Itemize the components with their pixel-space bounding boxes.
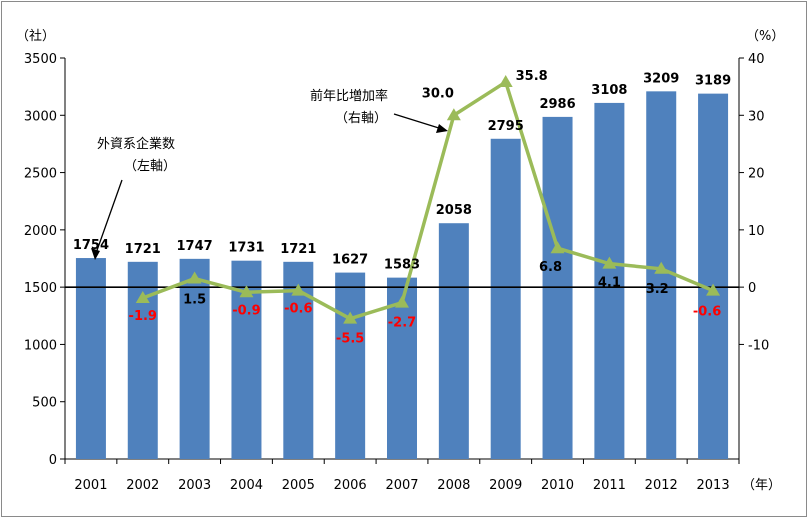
rate-marker-2009 [498, 75, 513, 88]
rate-value-label: 1.5 [183, 293, 206, 308]
rate-annotation-arrow [393, 113, 443, 130]
left-tick-label: 0 [49, 453, 57, 468]
rate-marker-2007 [395, 295, 409, 308]
bar-2013 [698, 93, 729, 459]
bar-2006 [335, 272, 366, 459]
left-tick-label: 3500 [24, 52, 57, 67]
bar-value-label: 2795 [488, 119, 524, 134]
left-tick-label: 3000 [24, 109, 57, 124]
left-axis-unit: （社） [16, 28, 55, 44]
left-tick-label: 500 [32, 396, 57, 411]
rate-marker-2005 [291, 283, 306, 296]
rate-annotation-arrowhead [436, 124, 448, 133]
rate-marker-2004 [239, 285, 254, 298]
rate-value-label: -0.9 [232, 303, 260, 318]
x-tick-label: 2001 [74, 478, 107, 493]
x-tick-label: 2005 [282, 478, 315, 493]
bars-annotation-arrowhead [91, 248, 100, 260]
rate-value-label: -0.6 [693, 305, 721, 320]
rate-marker-2003 [187, 271, 202, 284]
bar-2007 [387, 277, 417, 459]
rate-value-label: 30.0 [422, 86, 454, 101]
bars-annotation-title: 外資系企業数 [97, 136, 175, 152]
bar-2008 [438, 223, 469, 459]
axes-layer: 0 500 1000 1500 2000 2500 3000 3500 -10 0 10 20 30 40… [24, 52, 769, 493]
x-tick-label: 2004 [230, 478, 263, 493]
bar-value-label: 3108 [591, 83, 627, 98]
right-tick-label: 30 [748, 109, 765, 124]
x-tick-label: 2012 [645, 478, 678, 493]
rate-value-label: 6.8 [539, 260, 562, 275]
rate-annotation-axis: （右軸） [335, 111, 387, 126]
x-tick-label: 2009 [489, 478, 522, 493]
rate-marker-2006 [343, 311, 358, 324]
rate-value-label: -5.5 [336, 332, 364, 347]
rate-value-label: -1.9 [129, 309, 157, 324]
bar-2009 [490, 138, 521, 459]
x-tick-label: 2011 [593, 478, 626, 493]
x-tick-label: 2002 [126, 478, 159, 493]
rate-value-label: 35.8 [516, 69, 548, 84]
right-tick-label: -10 [748, 338, 769, 353]
rate-marker-2012 [654, 261, 669, 274]
rate-series [135, 75, 721, 324]
rate-value-label: 4.1 [598, 276, 621, 291]
bar-2003 [179, 258, 210, 459]
bar-value-label: 3189 [695, 74, 731, 89]
right-tick-label: 10 [748, 224, 765, 239]
bar-value-label: 1627 [332, 253, 368, 268]
bar-value-label: 1731 [228, 241, 264, 256]
bar-2011 [594, 102, 625, 460]
rate-annotation-title: 前年比増加率 [310, 88, 388, 104]
x-tick-label: 2008 [437, 478, 470, 493]
bar-2012 [646, 91, 677, 460]
bars-annotation-axis: （左軸） [124, 159, 176, 174]
bar-value-label: 1721 [280, 242, 316, 257]
bar-value-label: 1583 [384, 258, 420, 273]
rate-marker-2008 [446, 108, 461, 121]
rate-line [142, 80, 714, 321]
right-tick-label: 20 [748, 167, 765, 182]
rate-value-label: -2.7 [388, 316, 416, 331]
right-tick-label: 0 [748, 281, 756, 296]
x-tick-label: 2010 [541, 478, 574, 493]
x-tick-label: 2013 [697, 478, 730, 493]
x-tick-label: 2007 [385, 478, 418, 493]
rate-marker-2011 [602, 256, 617, 269]
rate-value-label: 3.2 [646, 282, 669, 297]
bar-value-label: 1747 [177, 239, 213, 254]
x-tick-label: 2003 [178, 478, 211, 493]
right-tick-label: 40 [748, 52, 765, 67]
left-tick-label: 1000 [24, 338, 57, 353]
rate-marker-2002 [135, 291, 150, 304]
bar-value-label: 2986 [539, 97, 575, 112]
bar-value-label: 2058 [436, 203, 472, 218]
bar-2010 [542, 116, 573, 460]
data-labels: 1754 1721 1747 1731 1721 1627 1583 2058 2795 2986… [73, 69, 731, 347]
left-tick-label: 2500 [24, 167, 57, 182]
bars-annotation-arrow [94, 179, 123, 257]
x-axis-unit: （年） [742, 478, 781, 493]
bar-2001 [75, 258, 106, 459]
bar-value-label: 1754 [73, 238, 109, 253]
bar-value-label: 1721 [125, 242, 161, 257]
right-axis-unit: （%） [746, 29, 784, 44]
rate-marker-2010 [550, 241, 565, 254]
rate-marker-2013 [706, 283, 721, 296]
left-tick-label: 1500 [24, 281, 57, 296]
rate-value-label: -0.6 [284, 302, 312, 317]
left-tick-label: 2000 [24, 224, 57, 239]
x-tick-label: 2006 [334, 478, 367, 493]
bar-value-label: 3209 [643, 71, 679, 86]
